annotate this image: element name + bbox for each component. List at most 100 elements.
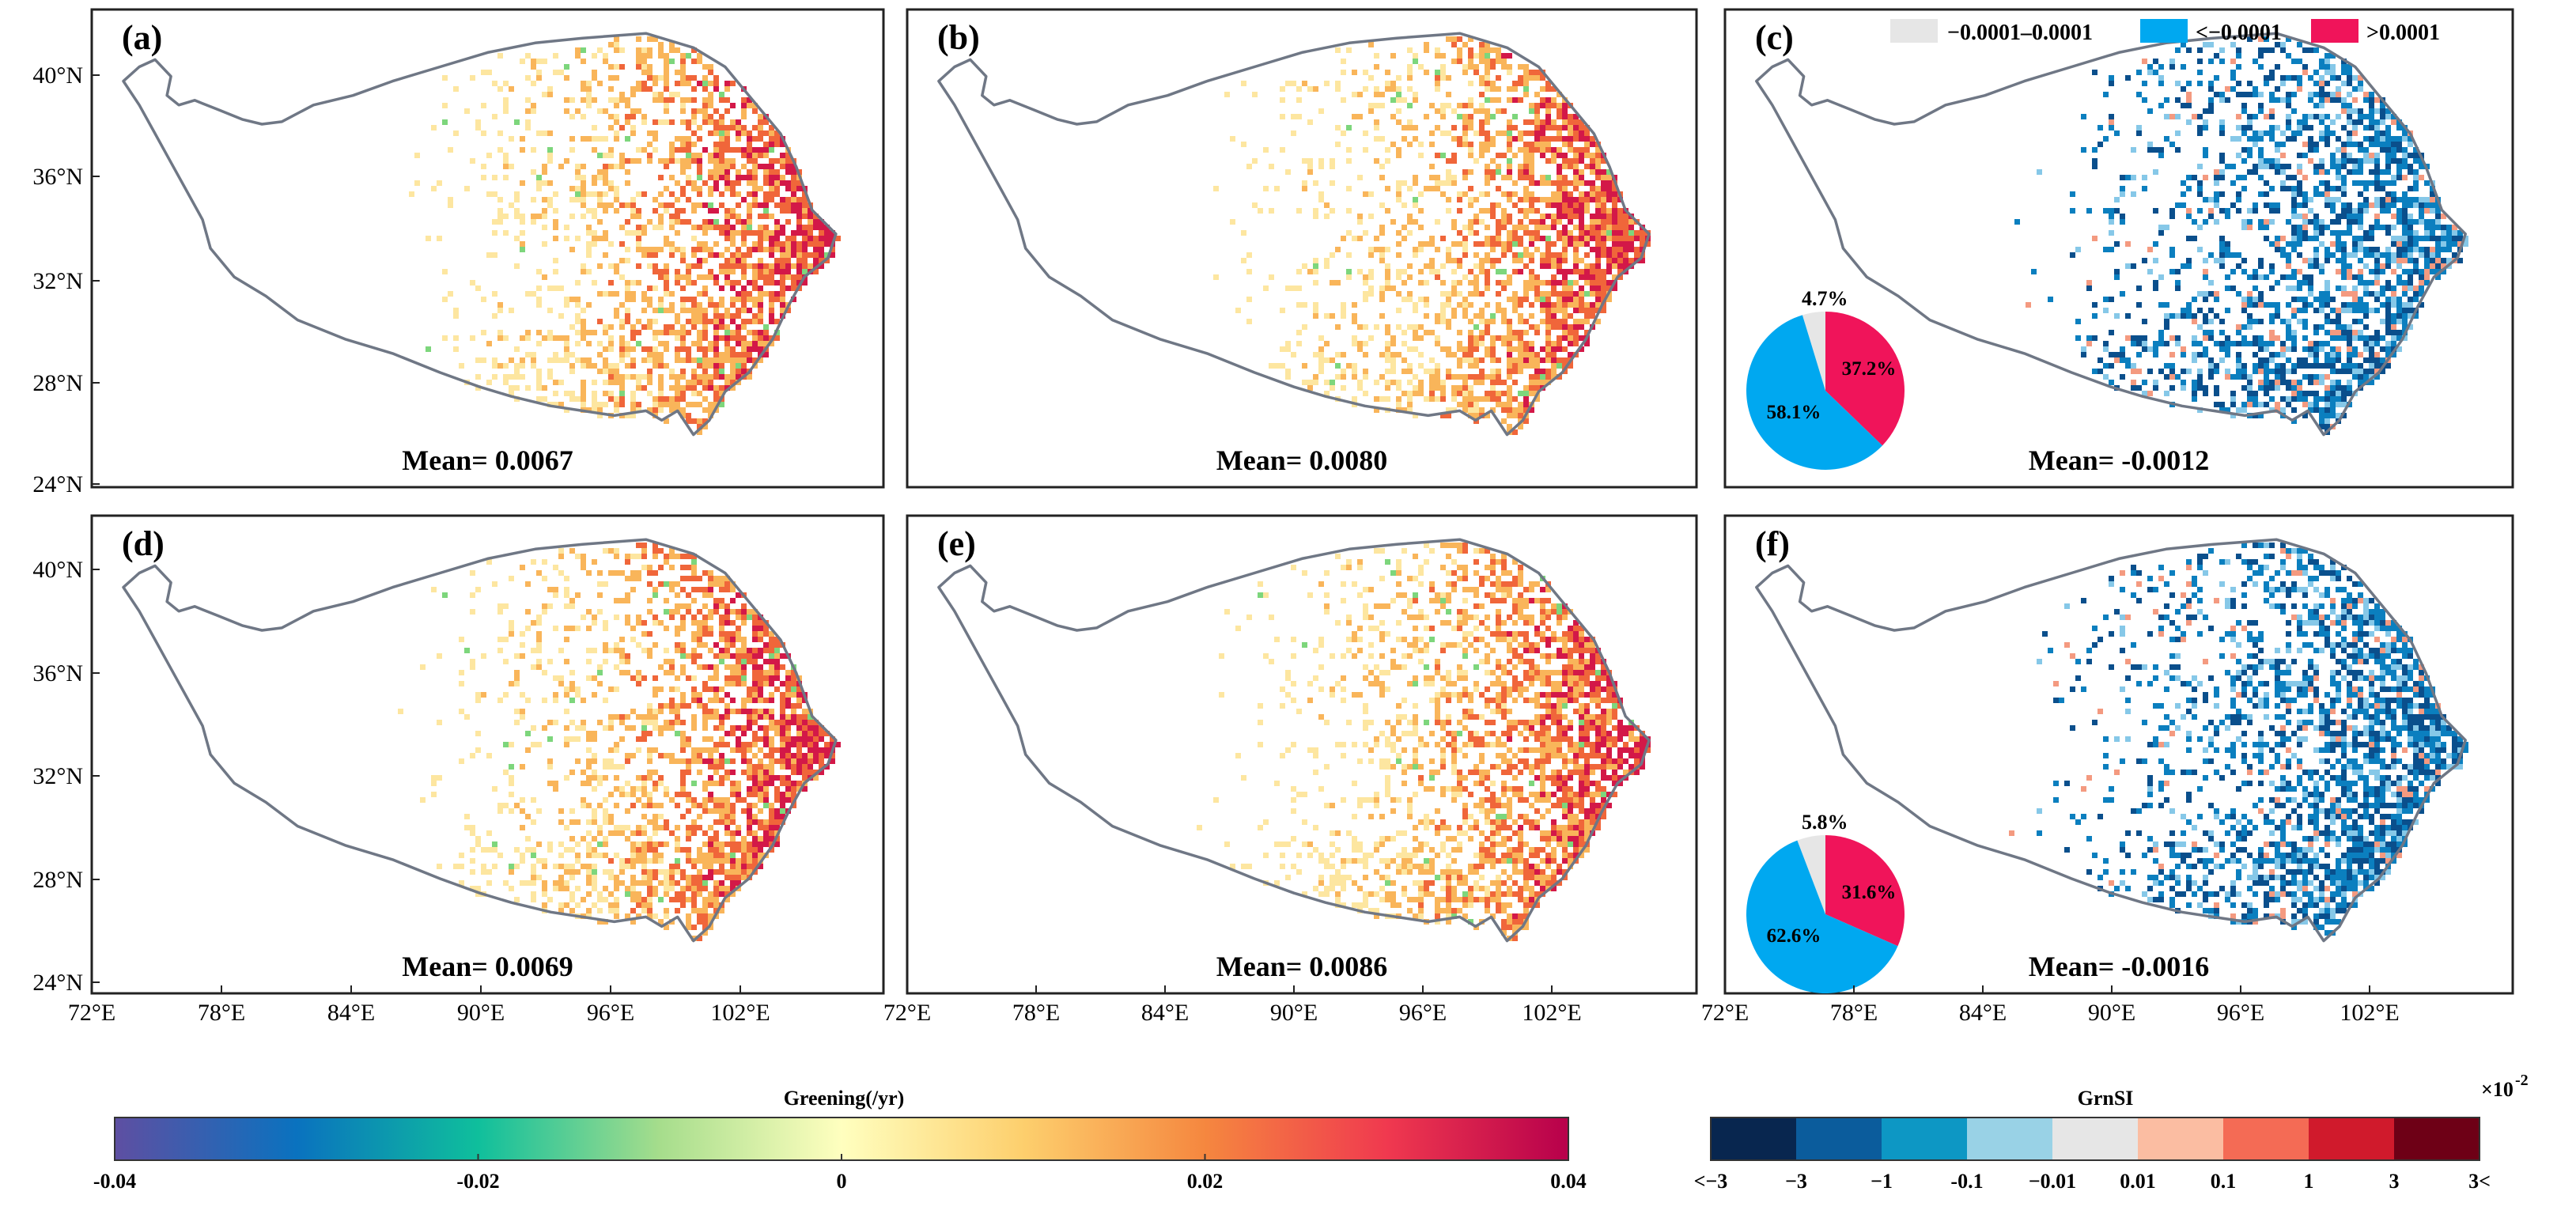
map-cell <box>1562 158 1568 164</box>
map-cell <box>2208 81 2214 86</box>
map-cell <box>2114 274 2120 280</box>
map-cell <box>1507 86 1512 92</box>
map-cell <box>2308 142 2313 147</box>
map-cell <box>1396 153 1401 158</box>
map-cell <box>747 225 752 230</box>
map-cell <box>442 75 448 81</box>
map-cell <box>614 615 619 620</box>
map-cell <box>1529 341 1534 346</box>
map-cell <box>752 103 758 108</box>
map-cell <box>713 119 719 125</box>
map-cell <box>2430 236 2435 241</box>
map-cell <box>2125 241 2131 247</box>
map-cell <box>625 219 630 225</box>
map-cell <box>702 81 708 86</box>
map-cell <box>747 202 752 208</box>
map-cell <box>1590 291 1595 297</box>
map-cell <box>2241 297 2247 302</box>
map-cell <box>680 70 686 75</box>
map-cell <box>702 97 708 103</box>
map-cell <box>2330 241 2336 247</box>
map-cell <box>581 197 586 202</box>
map-cell <box>724 341 730 346</box>
map-cell <box>2275 241 2280 247</box>
map-cell <box>708 407 713 413</box>
map-cell <box>2324 407 2330 413</box>
map-cell <box>2319 341 2324 346</box>
map-cell <box>713 108 719 114</box>
map-cell <box>2264 385 2269 391</box>
map-cell <box>636 86 641 92</box>
map-cell <box>2396 302 2402 308</box>
map-cell <box>1529 130 1534 136</box>
map-cell <box>2241 402 2247 407</box>
map-cell <box>1446 302 1451 308</box>
map-cell <box>2253 142 2258 147</box>
map-cell <box>1557 302 1562 308</box>
map-cell <box>531 81 536 86</box>
map-cell <box>686 418 691 424</box>
map-cell <box>2197 385 2203 391</box>
map-cell <box>2247 169 2253 175</box>
map-cell <box>1540 214 1545 219</box>
map-cell <box>575 357 581 363</box>
map-cell <box>713 241 719 247</box>
map-cell <box>1435 380 1440 385</box>
map-cell <box>736 363 741 369</box>
map-cell <box>719 385 724 391</box>
map-cell <box>747 352 752 357</box>
map-cell <box>2175 47 2181 53</box>
map-cell <box>497 637 503 642</box>
map-cell <box>2341 81 2347 86</box>
map-cell <box>719 603 724 609</box>
map-cell <box>741 175 747 180</box>
map-cell <box>736 308 741 313</box>
map-cell <box>2419 247 2424 252</box>
map-cell <box>1606 225 1612 230</box>
map-cell <box>2225 407 2230 413</box>
map-cell <box>1291 114 1296 119</box>
map-cell <box>1241 230 1246 236</box>
map-cell <box>2264 402 2269 407</box>
map-cell <box>1518 413 1523 418</box>
map-cell <box>2380 180 2385 186</box>
map-cell <box>1529 70 1534 75</box>
map-cell <box>774 269 780 274</box>
map-cell <box>1512 330 1518 335</box>
map-cell <box>1496 75 1501 81</box>
map-cell <box>497 302 503 308</box>
map-cell <box>553 236 558 241</box>
map-cell <box>2236 407 2241 413</box>
map-cell <box>2131 263 2136 269</box>
map-cell <box>2341 230 2347 236</box>
map-cell <box>1285 341 1291 346</box>
map-cell <box>1557 114 1562 119</box>
map-cell <box>1562 103 1568 108</box>
map-cell <box>2302 197 2308 202</box>
map-cell <box>2308 363 2313 369</box>
map-cell <box>1352 396 1357 402</box>
map-cell <box>1490 208 1496 214</box>
map-cell <box>796 241 802 247</box>
map-cell <box>719 297 724 302</box>
map-cell <box>2158 147 2164 153</box>
map-cell <box>1424 263 1429 269</box>
map-cell <box>1413 197 1418 202</box>
map-cell <box>697 330 702 335</box>
map-cell <box>569 97 575 103</box>
map-cell <box>2319 114 2324 119</box>
map-cell <box>564 626 569 631</box>
map-cell <box>1551 346 1557 352</box>
map-cell <box>2424 258 2430 263</box>
map-cell <box>2219 263 2225 269</box>
map-cell <box>1407 186 1413 191</box>
map-cell <box>2408 230 2413 236</box>
map-cell <box>724 258 730 263</box>
map-cell <box>2169 352 2175 357</box>
map-cell <box>1540 346 1545 352</box>
map-cell <box>2109 230 2114 236</box>
map-cell <box>1590 280 1595 286</box>
map-cell <box>1512 346 1518 352</box>
map-cell <box>730 186 736 191</box>
map-cell <box>702 324 708 330</box>
